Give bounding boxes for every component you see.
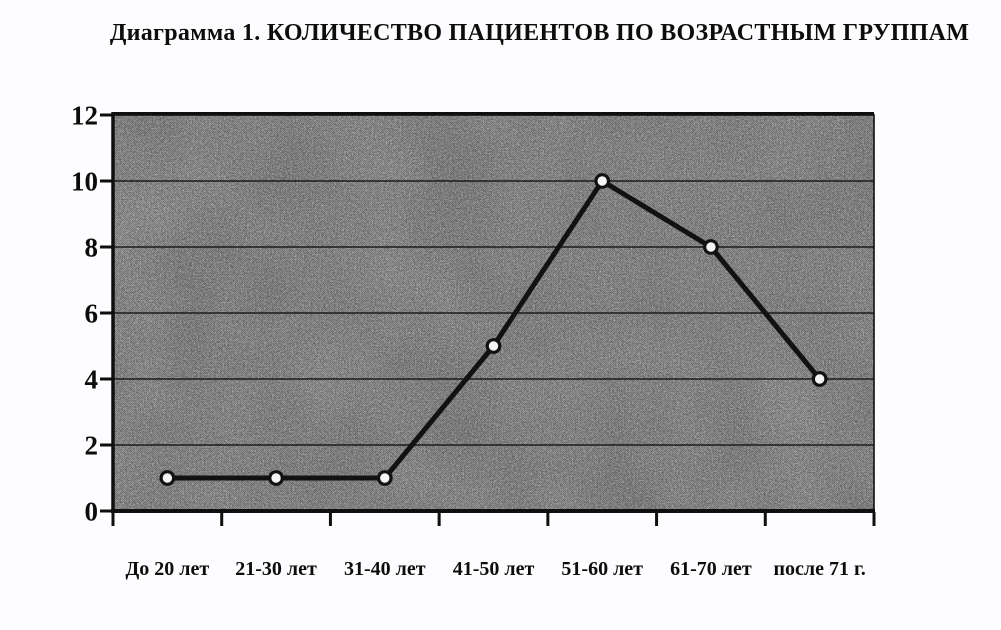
x-category-label: 21-30 лет bbox=[235, 558, 317, 580]
y-tick-label-12: 12 bbox=[71, 101, 98, 131]
x-category-label: 51-60 лет bbox=[561, 558, 643, 580]
data-point-markers bbox=[159, 173, 828, 486]
x-category-label: До 20 лет bbox=[126, 558, 210, 580]
y-tick-label-6: 6 bbox=[85, 299, 99, 329]
data-point-marker bbox=[268, 470, 284, 486]
chart-title: Диаграмма 1. КОЛИЧЕСТВО ПАЦИЕНТОВ ПО ВОЗ… bbox=[109, 20, 970, 46]
x-category-label: 41-50 лет bbox=[453, 558, 535, 580]
data-point-marker bbox=[703, 239, 719, 255]
data-point-marker bbox=[811, 371, 828, 387]
y-axis-tick-labels: 0 2 4 6 8 10 12 bbox=[71, 101, 98, 527]
y-tick-label-4: 4 bbox=[85, 365, 99, 395]
y-tick-label-8: 8 bbox=[85, 233, 99, 263]
y-tick-label-0: 0 bbox=[85, 497, 99, 527]
data-point-marker bbox=[376, 470, 393, 486]
data-point-marker bbox=[485, 338, 502, 354]
gridlines bbox=[113, 180, 874, 446]
x-category-label: после 71 г. bbox=[773, 558, 865, 580]
data-point-marker bbox=[594, 173, 611, 189]
y-tick-label-2: 2 bbox=[85, 431, 99, 461]
patients-by-age-line-chart: 0 2 4 6 8 10 12 До 20 лет 21-30 лет 31-40 лет 41-… bbox=[71, 101, 876, 580]
data-point-marker bbox=[159, 470, 176, 486]
axes-and-ticks bbox=[100, 112, 876, 526]
x-axis-category-labels: До 20 лет 21-30 лет 31-40 лет 41-50 лет 51-6… bbox=[126, 558, 866, 580]
y-tick-label-10: 10 bbox=[71, 167, 98, 197]
x-category-label: 61-70 лет bbox=[670, 558, 752, 580]
x-category-label: 31-40 лет bbox=[344, 558, 426, 580]
